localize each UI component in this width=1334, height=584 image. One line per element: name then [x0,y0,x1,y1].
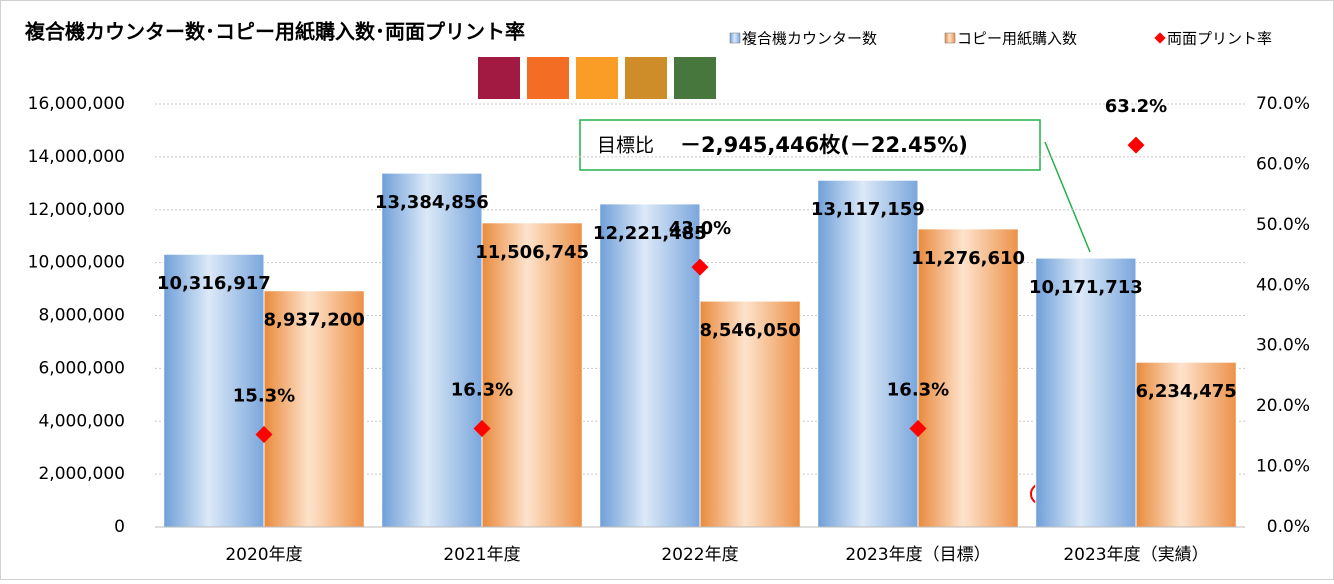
y-tick-label: 16,000,000 [28,94,125,114]
annotation-value: －2,945,446枚(－22.45%) [680,133,968,157]
y-tick-label: 10,000,000 [28,253,125,273]
x-tick-label: 2020年度 [225,545,302,565]
y2-tick-label: 60.0% [1256,154,1310,174]
data-label: 8,937,200 [263,310,364,331]
y-tick-label: 4,000,000 [38,411,125,431]
data-label: 10,316,917 [157,273,271,294]
legend-label: 複合機カウンター数 [742,30,877,48]
data-label: 6,234,475 [1135,381,1236,402]
x-tick-label: 2021年度 [443,545,520,565]
y-tick-label: 2,000,000 [38,464,125,484]
bar [818,180,918,527]
x-tick-label: 2023年度（実績） [1063,545,1208,565]
bar [1036,258,1136,527]
data-label: 11,276,610 [911,248,1025,269]
bar [600,204,700,527]
chart-title: 複合機カウンター数･コピー用紙購入数･両面プリント率 [25,20,525,44]
y-tick-label: 12,000,000 [28,200,125,220]
y2-tick-label: 0.0% [1267,517,1310,537]
y-tick-label: 6,000,000 [38,358,125,378]
data-label: 8,546,050 [699,320,800,341]
legend-marker [730,33,740,43]
data-label: 13,117,159 [811,199,925,220]
data-label: 11,506,745 [475,242,589,263]
x-tick-label: 2022年度 [661,545,738,565]
legend-label: コピー用紙購入数 [957,30,1077,48]
y2-tick-label: 30.0% [1256,336,1310,356]
y2-tick-label: 50.0% [1256,215,1310,235]
data-label: 15.3% [233,386,295,407]
y2-tick-label: 10.0% [1256,457,1310,477]
legend-label: 両面プリント率 [1167,30,1272,48]
bar [918,229,1018,527]
y-tick-label: 14,000,000 [28,147,125,167]
chart: 複合機カウンター数･コピー用紙購入数･両面プリント率 目標比 －2,945,44… [0,0,1334,580]
data-label: 16.3% [887,380,949,401]
y2-tick-label: 40.0% [1256,275,1310,295]
bar [482,223,582,527]
data-label: 10,171,713 [1029,277,1143,298]
y-tick-label: 8,000,000 [38,306,125,326]
data-label: 16.3% [451,380,513,401]
sdg-icons [478,57,716,99]
bar [382,173,482,527]
x-tick-label: 2023年度（目標） [845,545,990,565]
legend-marker [945,33,955,43]
annotation-label: 目標比 [597,135,654,157]
data-label: 13,384,856 [375,192,489,213]
y2-tick-label: 70.0% [1256,94,1310,114]
data-label: 43.0% [669,218,731,239]
y2-tick-label: 20.0% [1256,396,1310,416]
data-label: 63.2% [1105,96,1167,117]
y-tick-label: 0 [114,517,125,537]
